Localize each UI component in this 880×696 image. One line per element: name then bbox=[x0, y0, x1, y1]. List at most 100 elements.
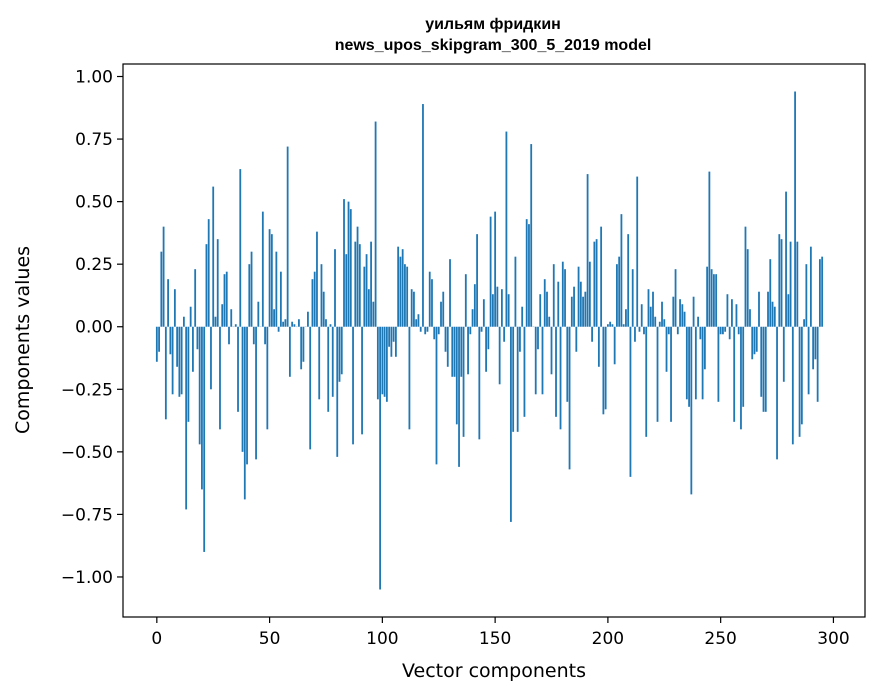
bar bbox=[320, 264, 323, 327]
bar bbox=[444, 326, 447, 352]
bar bbox=[390, 326, 393, 357]
bar bbox=[394, 326, 397, 357]
bar bbox=[672, 296, 675, 327]
bar bbox=[555, 326, 557, 417]
bar bbox=[683, 311, 686, 327]
bar bbox=[706, 266, 709, 327]
plot-frame bbox=[122, 63, 866, 618]
y-tick-label: −0.75 bbox=[61, 505, 113, 525]
bar bbox=[760, 326, 763, 397]
bar bbox=[279, 271, 282, 327]
bar bbox=[507, 294, 510, 327]
bar bbox=[286, 146, 289, 327]
bar bbox=[701, 326, 704, 400]
x-axis-label: Vector components bbox=[402, 660, 586, 682]
bar bbox=[241, 326, 244, 452]
bar bbox=[670, 326, 672, 422]
bar bbox=[516, 326, 519, 432]
bar bbox=[192, 326, 194, 372]
bar bbox=[595, 239, 598, 327]
bar bbox=[733, 326, 736, 422]
bar bbox=[559, 326, 562, 430]
bar bbox=[588, 261, 591, 327]
bar bbox=[548, 316, 551, 327]
bar bbox=[210, 326, 212, 390]
bar bbox=[798, 326, 801, 437]
bar bbox=[821, 256, 824, 327]
bar bbox=[180, 326, 183, 395]
bar bbox=[812, 326, 815, 370]
bar bbox=[284, 319, 287, 327]
bar bbox=[557, 281, 560, 327]
bar bbox=[674, 269, 677, 327]
bar bbox=[658, 321, 661, 327]
bar bbox=[223, 274, 226, 327]
bar bbox=[431, 279, 433, 327]
bar bbox=[600, 226, 603, 327]
bar bbox=[293, 324, 296, 327]
bar bbox=[519, 326, 521, 352]
bar bbox=[712, 274, 715, 327]
bar bbox=[597, 326, 600, 367]
chart-title-line-1: уильям фридкин bbox=[425, 16, 561, 33]
bar bbox=[631, 269, 634, 327]
bar bbox=[550, 326, 553, 375]
bar bbox=[458, 326, 460, 467]
bar bbox=[568, 326, 571, 470]
bar bbox=[264, 326, 266, 345]
bar bbox=[374, 121, 377, 327]
bar bbox=[717, 326, 720, 402]
bar bbox=[464, 274, 467, 327]
bar bbox=[214, 316, 217, 327]
bar bbox=[735, 304, 738, 327]
bar bbox=[300, 326, 303, 370]
bar bbox=[800, 326, 803, 425]
bar bbox=[187, 326, 190, 422]
bar bbox=[316, 231, 318, 327]
bar bbox=[645, 326, 648, 437]
bar bbox=[480, 326, 483, 332]
bar bbox=[216, 239, 219, 327]
bar bbox=[451, 326, 454, 377]
bar bbox=[415, 319, 418, 327]
bar bbox=[679, 299, 681, 327]
bar bbox=[489, 216, 492, 327]
bar bbox=[485, 326, 487, 372]
bar bbox=[173, 289, 176, 327]
bar bbox=[616, 264, 618, 327]
bar bbox=[388, 326, 391, 347]
bar bbox=[803, 319, 805, 327]
bar bbox=[577, 266, 580, 327]
x-tick-label: 0 bbox=[151, 629, 162, 649]
bar bbox=[785, 191, 787, 327]
bar bbox=[742, 326, 745, 407]
bar bbox=[176, 326, 179, 367]
bar bbox=[322, 291, 325, 327]
bar bbox=[625, 309, 627, 327]
bar bbox=[688, 326, 690, 407]
bar bbox=[528, 224, 530, 327]
bar bbox=[376, 326, 379, 400]
bar bbox=[453, 326, 456, 377]
bar bbox=[404, 264, 406, 327]
bar bbox=[618, 256, 621, 327]
bar bbox=[155, 326, 158, 362]
bar bbox=[318, 326, 321, 400]
bar bbox=[530, 144, 533, 327]
bar bbox=[764, 326, 767, 412]
bar bbox=[239, 169, 242, 327]
bar bbox=[372, 301, 375, 327]
bar bbox=[478, 326, 481, 440]
bar bbox=[449, 259, 451, 327]
bar bbox=[500, 289, 503, 327]
bar bbox=[609, 321, 612, 327]
bar bbox=[270, 234, 273, 327]
y-tick-label: −0.25 bbox=[61, 380, 113, 400]
bar bbox=[255, 326, 257, 460]
bar bbox=[773, 306, 776, 327]
bar bbox=[422, 104, 424, 327]
bar bbox=[408, 326, 411, 430]
bar bbox=[169, 326, 172, 355]
x-tick-label: 300 bbox=[817, 629, 849, 649]
bar bbox=[719, 326, 722, 335]
